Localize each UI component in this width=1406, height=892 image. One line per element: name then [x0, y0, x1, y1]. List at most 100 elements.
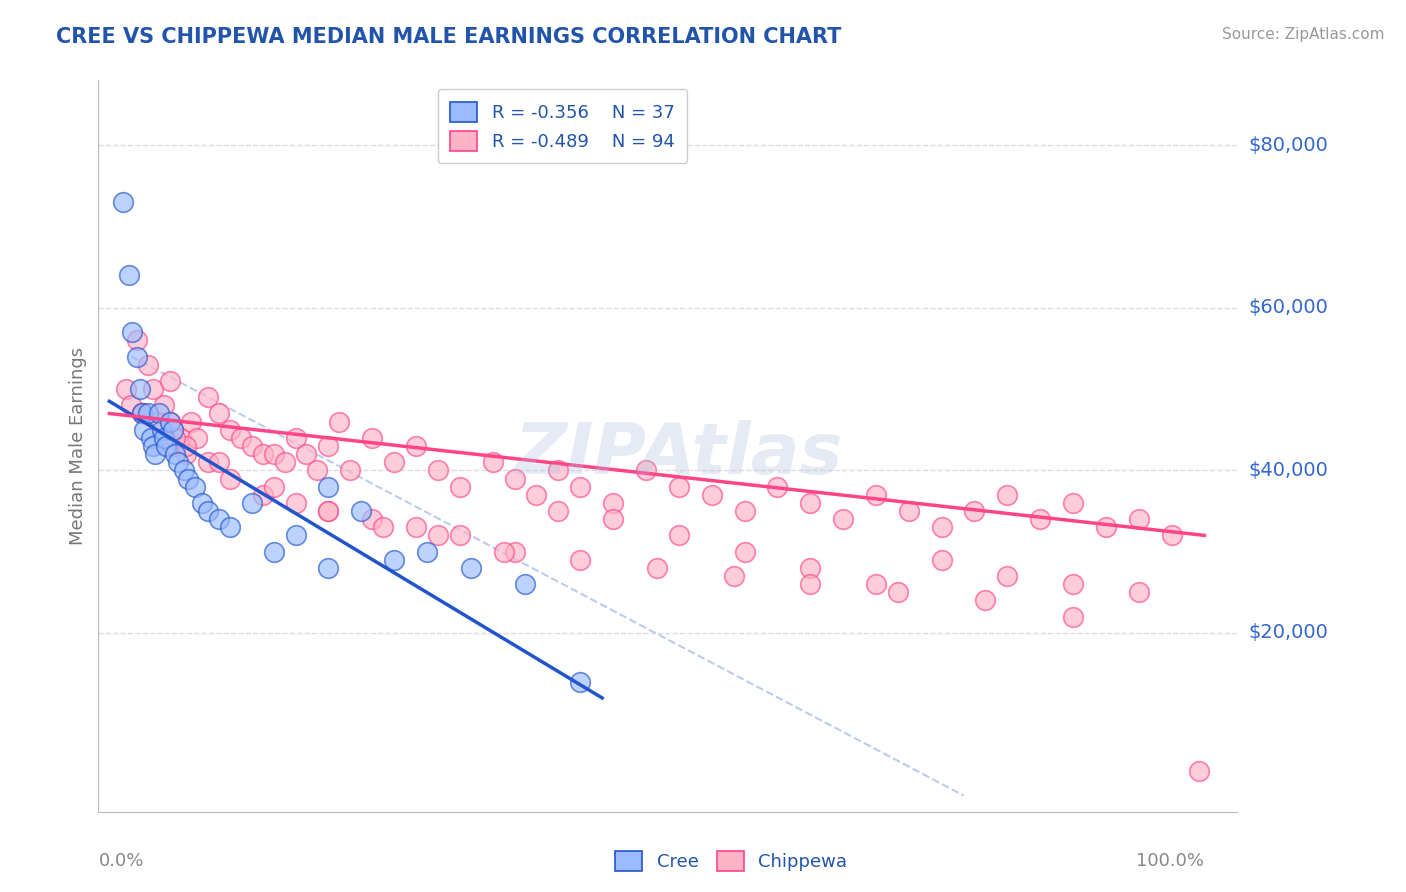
- Point: [165, 447, 187, 461]
- Point: [125, 334, 148, 348]
- Point: [131, 407, 153, 421]
- Point: [208, 512, 231, 526]
- Legend: Cree, Chippewa: Cree, Chippewa: [607, 844, 855, 879]
- Text: $40,000: $40,000: [1249, 461, 1329, 480]
- Point: [426, 528, 449, 542]
- Point: [169, 431, 191, 445]
- Point: [118, 268, 141, 283]
- Point: [129, 382, 152, 396]
- Point: [148, 407, 170, 421]
- Point: [361, 431, 384, 445]
- Point: [131, 407, 153, 421]
- Point: [668, 480, 690, 494]
- Point: [416, 544, 439, 558]
- Point: [1062, 577, 1084, 591]
- Point: [121, 325, 143, 339]
- Point: [318, 504, 340, 518]
- Point: [197, 504, 219, 518]
- Point: [174, 447, 197, 461]
- Point: [887, 585, 910, 599]
- Point: [547, 463, 569, 477]
- Point: [197, 390, 219, 404]
- Point: [1029, 512, 1052, 526]
- Point: [668, 528, 690, 542]
- Point: [145, 447, 167, 461]
- Point: [184, 480, 207, 494]
- Point: [174, 439, 197, 453]
- Point: [318, 561, 340, 575]
- Point: [142, 382, 165, 396]
- Point: [995, 569, 1018, 583]
- Point: [865, 577, 887, 591]
- Point: [165, 439, 187, 453]
- Point: [186, 431, 208, 445]
- Point: [1128, 512, 1150, 526]
- Point: [526, 488, 548, 502]
- Point: [153, 398, 176, 412]
- Point: [139, 431, 162, 445]
- Text: CREE VS CHIPPEWA MEDIAN MALE EARNINGS CORRELATION CHART: CREE VS CHIPPEWA MEDIAN MALE EARNINGS CO…: [56, 27, 842, 46]
- Point: [865, 488, 887, 502]
- Point: [766, 480, 789, 494]
- Point: [503, 471, 526, 485]
- Point: [120, 398, 142, 412]
- Point: [318, 439, 340, 453]
- Point: [252, 488, 274, 502]
- Point: [218, 520, 240, 534]
- Point: [142, 439, 165, 453]
- Point: [503, 544, 526, 558]
- Point: [382, 553, 405, 567]
- Point: [240, 439, 263, 453]
- Point: [159, 415, 181, 429]
- Point: [382, 455, 405, 469]
- Point: [114, 382, 136, 396]
- Text: Source: ZipAtlas.com: Source: ZipAtlas.com: [1222, 27, 1385, 42]
- Point: [405, 520, 427, 534]
- Point: [318, 504, 340, 518]
- Point: [252, 447, 274, 461]
- Point: [180, 415, 202, 429]
- Point: [799, 561, 821, 575]
- Point: [284, 528, 307, 542]
- Point: [799, 496, 821, 510]
- Point: [634, 463, 657, 477]
- Point: [547, 504, 569, 518]
- Text: $60,000: $60,000: [1249, 298, 1329, 318]
- Point: [832, 512, 855, 526]
- Point: [295, 447, 318, 461]
- Point: [460, 561, 482, 575]
- Point: [173, 463, 195, 477]
- Point: [131, 407, 153, 421]
- Point: [1062, 609, 1084, 624]
- Point: [162, 423, 184, 437]
- Point: [148, 415, 170, 429]
- Point: [569, 674, 592, 689]
- Point: [339, 463, 361, 477]
- Point: [734, 504, 756, 518]
- Point: [897, 504, 920, 518]
- Point: [136, 407, 159, 421]
- Point: [150, 423, 173, 437]
- Point: [318, 480, 340, 494]
- Point: [153, 431, 176, 445]
- Text: $20,000: $20,000: [1249, 624, 1329, 642]
- Point: [159, 374, 181, 388]
- Point: [373, 520, 395, 534]
- Point: [995, 488, 1018, 502]
- Y-axis label: Median Male Earnings: Median Male Earnings: [69, 347, 87, 545]
- Point: [734, 544, 756, 558]
- Point: [963, 504, 986, 518]
- Point: [602, 512, 624, 526]
- Point: [284, 496, 307, 510]
- Point: [263, 447, 285, 461]
- Point: [191, 496, 214, 510]
- Point: [229, 431, 252, 445]
- Point: [974, 593, 997, 607]
- Point: [799, 577, 821, 591]
- Point: [263, 544, 285, 558]
- Point: [1188, 764, 1211, 778]
- Point: [426, 463, 449, 477]
- Point: [645, 561, 668, 575]
- Point: [240, 496, 263, 510]
- Point: [218, 471, 240, 485]
